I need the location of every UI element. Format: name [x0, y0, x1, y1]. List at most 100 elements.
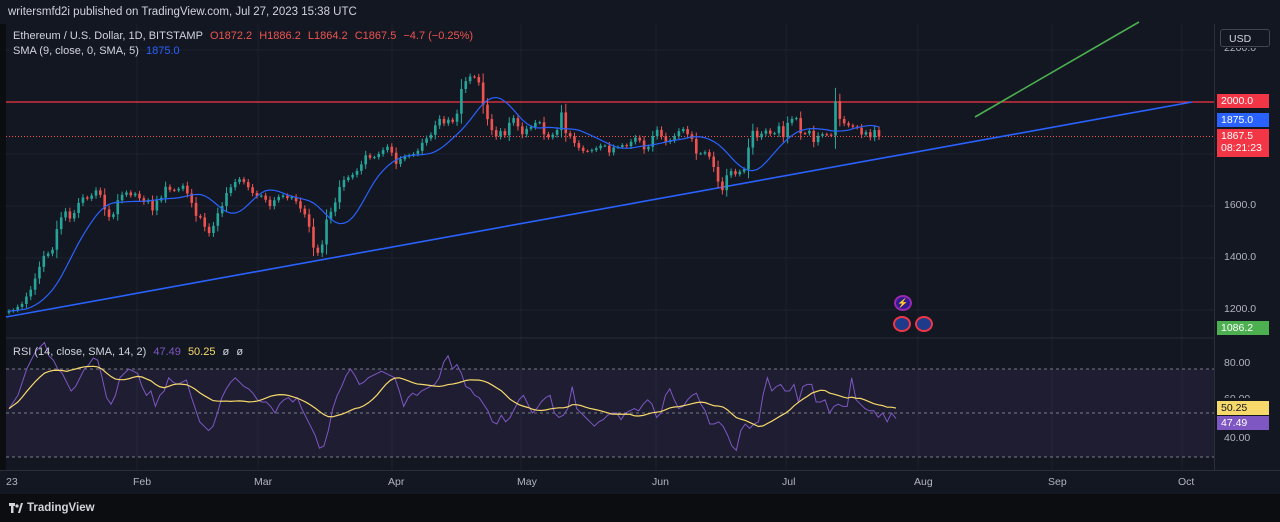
symbol-label: Ethereum / U.S. Dollar, 1D, BITSTAMP — [13, 30, 203, 42]
time-axis[interactable] — [0, 470, 1280, 495]
main-legend: Ethereum / U.S. Dollar, 1D, BITSTAMP O18… — [13, 30, 477, 42]
candle-body — [138, 193, 141, 199]
candle-body — [116, 200, 120, 215]
candle-body — [429, 134, 433, 139]
candle-body — [864, 132, 868, 135]
candle-body — [59, 217, 63, 230]
candle-body — [642, 140, 646, 150]
us-flag-event-icon[interactable] — [893, 316, 911, 332]
candle-body — [829, 134, 833, 136]
candle-body — [386, 146, 389, 151]
tradingview-logo-icon — [9, 503, 23, 513]
currency-button[interactable]: USD — [1220, 29, 1270, 47]
low-value: L1864.2 — [307, 30, 348, 42]
event-icon[interactable]: ⚡ — [894, 295, 912, 311]
candle-body — [373, 157, 376, 159]
candle-body — [621, 145, 624, 147]
us-flag-event-icon-2[interactable] — [915, 316, 933, 332]
candle-body — [647, 146, 650, 150]
candle-body — [477, 77, 481, 83]
time-label-aug: Aug — [914, 476, 933, 488]
candle-body — [529, 126, 533, 129]
candle-body — [581, 147, 585, 151]
candle-body — [90, 195, 93, 199]
candle-body — [238, 179, 241, 183]
candle-body — [164, 186, 167, 198]
rising-trendline — [5, 101, 1193, 318]
candle-body — [99, 190, 102, 195]
candle-body — [394, 152, 398, 164]
rsi-tick-80: 80.00 — [1224, 357, 1251, 369]
candle-body — [112, 214, 115, 217]
candle-body — [695, 138, 698, 154]
candle-body — [233, 182, 237, 188]
candle-body — [94, 190, 98, 196]
candle-body — [155, 200, 159, 211]
candle-body — [468, 76, 472, 82]
publisher-text: writersmfd2i published on TradingView.co… — [8, 6, 357, 18]
candle-body — [181, 185, 185, 189]
candle-body — [399, 159, 402, 164]
candle-body — [603, 145, 607, 147]
candle-body — [242, 179, 246, 183]
candle-body — [364, 155, 367, 165]
candle-body — [72, 213, 76, 219]
candle-body — [655, 129, 659, 137]
candle-body — [142, 198, 146, 203]
candle-body — [377, 154, 381, 158]
candle-body — [381, 150, 385, 154]
candle-body — [425, 138, 428, 143]
candle-body — [403, 156, 407, 160]
candle-body — [125, 192, 128, 195]
candle-body — [721, 181, 724, 191]
candle-body — [634, 137, 637, 142]
candle-body — [360, 164, 363, 171]
candle-body — [708, 152, 711, 157]
time-label-mar: Mar — [254, 476, 273, 488]
candle-body — [773, 133, 776, 135]
rsi-label: RSI (14, close, SMA, 14, 2) — [13, 346, 147, 358]
rsi-badge: 47.49 — [1217, 416, 1269, 430]
candle-body — [460, 89, 463, 114]
candle-body — [573, 136, 576, 144]
candle-body — [177, 188, 180, 191]
candle-body — [499, 131, 502, 137]
candle-body — [568, 133, 572, 137]
candle-body — [351, 174, 354, 178]
candle-body — [68, 211, 72, 219]
candle-body — [703, 152, 707, 154]
candle-body — [512, 118, 515, 123]
price-tick-1600: 1600.0 — [1224, 199, 1257, 211]
candle-body — [347, 177, 350, 180]
chart-panel[interactable] — [6, 24, 1214, 470]
candle-body — [751, 130, 755, 148]
tradingview-brand: TradingView — [27, 502, 95, 514]
rsi-value: 47.49 — [153, 346, 181, 358]
candle-body — [7, 311, 11, 313]
candle-body — [434, 125, 437, 135]
candle-body — [712, 156, 715, 167]
rsi-legend: RSI (14, close, SMA, 14, 2) 47.49 50.25 … — [13, 346, 247, 358]
candle-body — [542, 122, 546, 135]
candle-body — [799, 118, 802, 134]
candle-body — [451, 119, 454, 122]
candle-body — [438, 118, 441, 126]
candle-body — [760, 133, 763, 138]
candle-body — [547, 134, 550, 138]
candle-body — [51, 249, 54, 254]
candle-body — [390, 146, 394, 153]
candle-body — [355, 170, 359, 175]
sma-legend: SMA (9, close, 0, SMA, 5) 1875.0 — [13, 45, 184, 57]
time-label-sep: Sep — [1048, 476, 1067, 488]
rsi-sma-line — [8, 365, 897, 428]
candle-body — [120, 194, 124, 201]
candle-body — [46, 253, 50, 256]
candle-body — [490, 119, 494, 131]
candle-body — [725, 175, 729, 191]
candle-body — [207, 226, 211, 234]
candle-body — [316, 247, 320, 253]
candle-body — [747, 147, 750, 170]
candle-body — [473, 76, 476, 78]
candle-body — [229, 187, 233, 193]
